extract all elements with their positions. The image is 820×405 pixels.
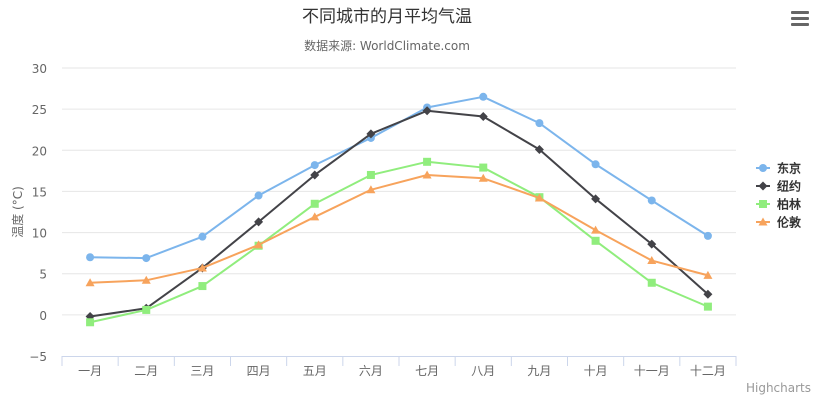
- x-tick-label: 十月: [584, 364, 608, 378]
- legend-item-label[interactable]: 柏林: [777, 197, 801, 212]
- data-point: [198, 233, 206, 241]
- legend-marker: [759, 182, 768, 191]
- legend-item-label[interactable]: 纽约: [777, 179, 801, 194]
- data-point: [648, 196, 656, 204]
- legend-marker: [759, 200, 767, 208]
- data-point: [142, 306, 150, 314]
- data-point: [592, 237, 600, 245]
- data-point: [142, 254, 150, 262]
- x-tick-label: 二月: [134, 364, 158, 378]
- chart-subtitle: 数据来源: WorldClimate.com: [304, 38, 470, 53]
- data-point: [423, 158, 431, 166]
- x-tick-label: 七月: [415, 364, 439, 378]
- x-tick-label: 九月: [527, 364, 551, 378]
- data-point: [479, 93, 487, 101]
- series-line-1: [90, 97, 708, 258]
- y-axis-title: 温度 (°C): [10, 186, 25, 238]
- data-point: [86, 253, 94, 261]
- data-point: [479, 164, 487, 172]
- x-tick-label: 八月: [471, 364, 495, 378]
- data-point: [367, 171, 375, 179]
- x-tick-label: 五月: [303, 364, 327, 378]
- y-tick-label: 30: [32, 62, 47, 76]
- y-tick-label: 5: [39, 268, 47, 282]
- data-point: [86, 318, 94, 326]
- data-point: [591, 226, 600, 234]
- x-tick-label: 十一月: [634, 364, 670, 378]
- y-tick-label: 0: [39, 309, 47, 323]
- data-point: [535, 119, 543, 127]
- data-point: [255, 192, 263, 200]
- series-line-2: [90, 111, 708, 317]
- x-tick-label: 十二月: [690, 364, 726, 378]
- legend-marker: [759, 164, 767, 172]
- data-point: [592, 160, 600, 168]
- x-tick-label: 三月: [190, 364, 214, 378]
- x-tick-label: 四月: [247, 364, 271, 378]
- data-point: [647, 256, 656, 264]
- y-tick-label: −5: [29, 350, 47, 364]
- data-point: [704, 232, 712, 240]
- highcharts-credit[interactable]: Highcharts: [746, 381, 811, 395]
- x-tick-label: 一月: [78, 364, 102, 378]
- hamburger-menu-icon[interactable]: [786, 8, 814, 32]
- y-tick-label: 20: [32, 144, 47, 158]
- series-line-3: [90, 162, 708, 322]
- legend-item-label[interactable]: 伦敦: [777, 215, 802, 230]
- x-tick-label: 六月: [359, 364, 383, 378]
- data-point: [198, 282, 206, 290]
- data-point: [311, 200, 319, 208]
- data-point: [704, 303, 712, 311]
- y-tick-label: 10: [32, 227, 47, 241]
- data-point: [479, 112, 488, 121]
- data-point: [311, 161, 319, 169]
- y-tick-label: 25: [32, 103, 47, 117]
- data-point: [648, 279, 656, 287]
- y-tick-label: 15: [32, 185, 47, 199]
- legend-item-label[interactable]: 东京: [777, 161, 801, 176]
- chart-title: 不同城市的月平均气温: [302, 7, 472, 27]
